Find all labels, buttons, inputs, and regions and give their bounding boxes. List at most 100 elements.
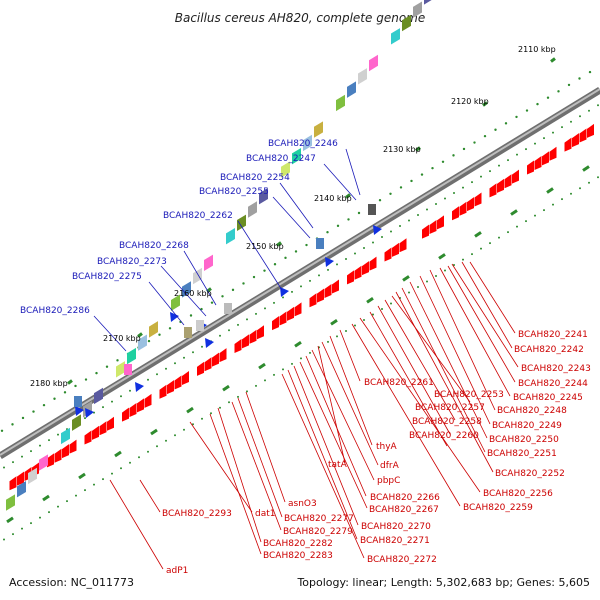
gene-label-bcah820-2250[interactable]: BCAH820_2250 (489, 435, 559, 445)
kbp-label-2120: 2120 kbp (451, 97, 489, 106)
gene-label-bcah820-2286[interactable]: BCAH820_2286 (20, 306, 90, 316)
scale-dot (389, 192, 392, 195)
track-dot (462, 186, 464, 189)
gene-label-bcah820-2247[interactable]: BCAH820_2247 (246, 154, 316, 164)
track-dash (438, 253, 446, 260)
gene-block (226, 227, 235, 245)
track-dot (462, 258, 464, 261)
forward-gene-arrow (167, 380, 174, 395)
gene-label-bcah820-2256[interactable]: BCAH820_2256 (483, 489, 553, 499)
gene-label-pbpc[interactable]: pbpC (377, 476, 400, 486)
gene-label-bcah820-2266[interactable]: BCAH820_2266 (370, 493, 440, 503)
scale-dot (305, 243, 308, 247)
gene-box (74, 396, 82, 407)
track-dot (129, 389, 131, 392)
gene-block (402, 14, 411, 32)
red-leader-line (377, 305, 451, 435)
gene-label-tata[interactable]: tatA (328, 460, 348, 470)
track-dot (291, 362, 293, 365)
gene-label-bcah820-2253[interactable]: BCAH820_2253 (434, 390, 504, 400)
gene-label-bcah820-2282[interactable]: BCAH820_2282 (263, 539, 333, 549)
gene-label-bcah820-2249[interactable]: BCAH820_2249 (492, 421, 562, 431)
gene-label-bcah820-2268[interactable]: BCAH820_2268 (119, 241, 189, 251)
track-dot (336, 263, 338, 266)
scale-dot (462, 147, 466, 151)
gene-label-bcah820-2275[interactable]: BCAH820_2275 (72, 272, 142, 282)
gene-block (171, 294, 180, 311)
track-dot (39, 444, 41, 447)
gene-label-bcah820-2279[interactable]: BCAH820_2279 (283, 527, 353, 537)
scale-dot (557, 90, 560, 93)
gene-label-bcah820-2259[interactable]: BCAH820_2259 (463, 503, 533, 513)
track-dot (165, 367, 167, 370)
gene-label-bcah820-2251[interactable]: BCAH820_2251 (487, 449, 557, 459)
track-dot (435, 203, 437, 206)
track-dot (156, 373, 158, 376)
gene-label-bcah820-2241[interactable]: BCAH820_2241 (518, 330, 588, 340)
track-dot (345, 329, 347, 332)
gene-label-bcah820-2243[interactable]: BCAH820_2243 (521, 364, 591, 374)
gene-label-dfra[interactable]: dfrA (380, 461, 400, 471)
track-dot (246, 390, 248, 393)
gene-label-bcah820-2248[interactable]: BCAH820_2248 (497, 406, 567, 416)
forward-gene-arrow (309, 293, 317, 308)
track-dot (255, 384, 257, 387)
gene-label-bcah820-2293[interactable]: BCAH820_2293 (162, 509, 232, 519)
reverse-gene-arrow (373, 225, 382, 235)
gene-label-bcah820-2252[interactable]: BCAH820_2252 (495, 469, 565, 479)
scale-line (0, 57, 592, 432)
gene-label-thya[interactable]: thyA (376, 442, 398, 452)
track-dot (381, 235, 383, 238)
red-leader-line (305, 355, 367, 497)
gene-label-bcah820-2246[interactable]: BCAH820_2246 (268, 139, 338, 149)
scale-dot (21, 416, 25, 420)
gene-block (391, 28, 400, 45)
gene-label-bcah820-2270[interactable]: BCAH820_2270 (361, 522, 431, 532)
track-dot (525, 148, 527, 151)
gene-block (424, 0, 433, 5)
red-leader-line (409, 281, 488, 439)
track-dot (273, 301, 275, 304)
track-dot (444, 269, 446, 272)
gene-label-bcah820-2260[interactable]: BCAH820_2260 (409, 431, 479, 441)
gene-box (184, 327, 192, 338)
gene-block (182, 281, 191, 298)
track-dash (366, 297, 374, 304)
gene-label-bcah820-2242[interactable]: BCAH820_2242 (514, 345, 584, 355)
gene-label-bcah820-2261[interactable]: BCAH820_2261 (364, 378, 434, 388)
track-dot (327, 268, 329, 271)
gene-label-adp1[interactable]: adP1 (166, 566, 188, 576)
track-dash (294, 340, 302, 348)
forward-gene-arrow (84, 430, 92, 445)
gene-label-bcah820-2245[interactable]: BCAH820_2245 (513, 393, 583, 403)
track-dot (453, 192, 455, 195)
track-dot (282, 368, 284, 371)
gene-label-bcah820-2254[interactable]: BCAH820_2254 (220, 173, 290, 183)
scale-major-tick (482, 101, 488, 107)
gene-label-bcah820-2272[interactable]: BCAH820_2272 (367, 555, 437, 565)
track-dot (579, 187, 581, 190)
gene-label-bcah820-2283[interactable]: BCAH820_2283 (263, 551, 333, 561)
gene-block (413, 1, 422, 18)
gene-label-bcah820-2244[interactable]: BCAH820_2244 (518, 379, 588, 389)
scale-dot (483, 134, 487, 138)
gene-label-bcah820-2267[interactable]: BCAH820_2267 (369, 505, 439, 515)
track-dot (300, 285, 302, 288)
track-dot (201, 345, 203, 348)
gene-label-bcah820-2262[interactable]: BCAH820_2262 (163, 211, 233, 221)
gene-label-bcah820-2273[interactable]: BCAH820_2273 (97, 257, 167, 267)
red-leader-line (339, 329, 361, 382)
gene-label-dat1[interactable]: dat1 (255, 509, 275, 519)
blue-leader-line (148, 281, 185, 326)
gene-label-bcah820-2258[interactable]: BCAH820_2258 (412, 417, 482, 427)
track-dot (426, 280, 428, 283)
gene-label-bcah820-2277[interactable]: BCAH820_2277 (284, 514, 354, 524)
scale-dot (336, 224, 340, 228)
scale-dot (252, 275, 256, 279)
red-leader-line (401, 287, 486, 453)
gene-block (248, 201, 257, 218)
gene-label-asno3[interactable]: asnO3 (288, 499, 317, 509)
gene-label-bcah820-2271[interactable]: BCAH820_2271 (360, 536, 430, 546)
gene-label-bcah820-2255[interactable]: BCAH820_2255 (199, 187, 269, 197)
gene-label-bcah820-2257[interactable]: BCAH820_2257 (415, 403, 485, 413)
